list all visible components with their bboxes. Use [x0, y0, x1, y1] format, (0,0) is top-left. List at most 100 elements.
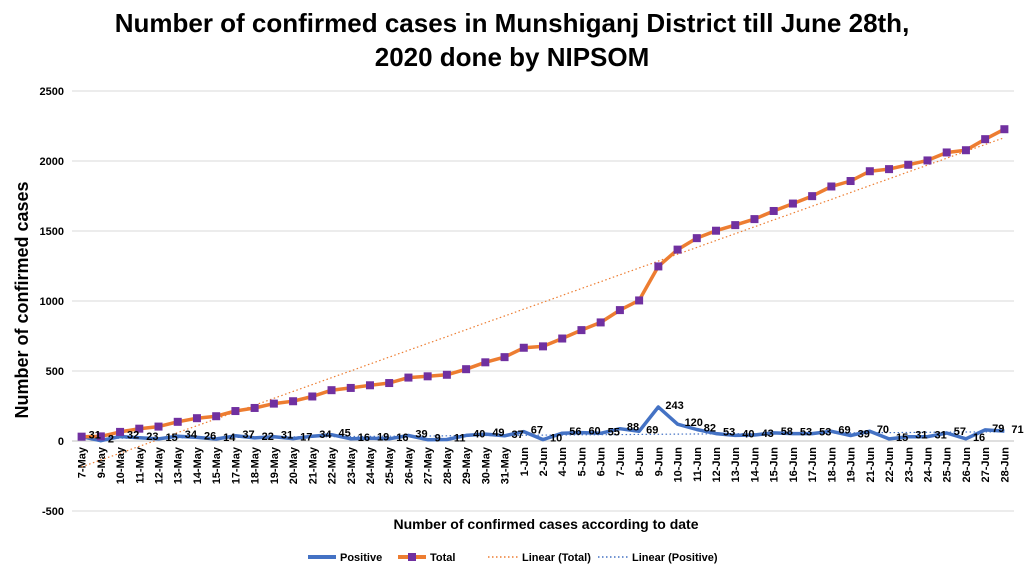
- legend-marker: [408, 553, 416, 561]
- data-label-positive: 32: [127, 430, 139, 442]
- data-point-total: [481, 358, 490, 367]
- x-tick-label: 31-May: [500, 446, 512, 484]
- y-tick-label: 0: [58, 436, 64, 448]
- data-point-total: [808, 192, 817, 201]
- series-line-total: [81, 127, 1006, 439]
- x-tick-label: 13-May: [173, 446, 185, 484]
- x-tick-label: 19-Jun: [846, 447, 858, 483]
- legend-item: Linear (Total): [522, 552, 591, 564]
- data-point-total: [712, 226, 721, 235]
- x-tick-label: 19-May: [269, 446, 281, 484]
- data-label-positive: 120: [685, 417, 703, 429]
- data-point-total: [577, 326, 586, 335]
- data-label-positive: 15: [166, 432, 178, 444]
- data-point-total: [788, 199, 797, 208]
- x-tick-label: 7-Jun: [615, 447, 627, 477]
- x-axis-ticks: 7-May 9-May 10-May 11-May 12-May 13-May 14-May…: [77, 446, 1012, 484]
- x-tick-label: 20-May: [288, 446, 300, 484]
- data-label-positive: 31: [934, 430, 946, 442]
- data-point-total: [904, 160, 913, 169]
- y-tick-label: -500: [42, 506, 64, 518]
- data-labels: 31 2 32 23 15 34 26 14 37 22 31 17 34 45 16 19 16 39 9 11 40…: [89, 400, 1024, 446]
- data-label-positive: 37: [512, 429, 524, 441]
- data-point-total: [231, 407, 240, 416]
- data-label-positive: 40: [473, 428, 485, 440]
- x-tick-label: 11-Jun: [692, 447, 704, 482]
- y-axis-ticks: -500 0 500 1000 1500 2000 2500: [40, 86, 64, 518]
- x-tick-label: 23-May: [346, 446, 358, 484]
- data-point-total: [289, 397, 298, 406]
- data-label-positive: 56: [569, 426, 581, 438]
- data-point-total: [827, 182, 836, 191]
- data-point-total: [981, 135, 990, 144]
- data-point-total: [865, 167, 874, 176]
- chart-title-line-2: 2020 done by NIPSOM: [374, 42, 650, 72]
- data-point-total: [942, 148, 951, 157]
- data-point-total: [539, 342, 547, 351]
- x-tick-label: 27-May: [423, 446, 435, 484]
- data-point-total: [462, 365, 471, 374]
- x-tick-label: 24-Jun: [922, 447, 934, 483]
- data-label-positive: 17: [300, 432, 312, 444]
- data-label-positive: 60: [588, 426, 600, 438]
- data-label-positive: 9: [435, 433, 441, 445]
- x-tick-label: 21-Jun: [865, 447, 877, 483]
- data-label-positive: 67: [531, 425, 543, 437]
- data-label-positive: 16: [396, 432, 408, 444]
- data-point-total: [635, 296, 644, 305]
- x-tick-label: 12-May: [154, 446, 166, 484]
- gridlines: [72, 90, 1014, 512]
- x-tick-label: 12-Jun: [711, 447, 723, 483]
- data-label-positive: 14: [223, 432, 236, 444]
- data-point-total: [692, 234, 701, 243]
- data-label-positive: 43: [761, 428, 773, 440]
- x-tick-label: 25-May: [384, 446, 396, 484]
- data-point-total: [116, 427, 125, 436]
- data-label-positive: 82: [704, 423, 716, 435]
- x-tick-label: 28-May: [442, 446, 454, 484]
- data-point-total: [750, 215, 759, 224]
- data-point-total: [269, 399, 278, 408]
- data-point-total: [961, 146, 970, 155]
- data-label-positive: 15: [896, 432, 908, 444]
- y-tick-label: 1000: [40, 296, 64, 308]
- chart-title-line-1: Number of confirmed cases in Munshiganj …: [114, 8, 910, 38]
- data-point-total: [673, 245, 682, 254]
- data-label-positive: 10: [550, 433, 562, 445]
- data-label-positive: 53: [723, 427, 735, 439]
- data-label-positive: 22: [262, 431, 274, 443]
- data-point-total: [769, 206, 778, 215]
- legend: Positive Total Linear (Total) Linear (Posit…: [308, 552, 718, 564]
- x-tick-label: 8-Jun: [634, 447, 646, 477]
- data-point-total: [212, 412, 221, 421]
- data-point-total: [96, 432, 105, 441]
- data-label-positive: 26: [204, 430, 216, 442]
- data-label-positive: 53: [819, 427, 831, 439]
- legend-item: Total: [430, 552, 455, 564]
- x-tick-label: 6-Jun: [596, 447, 608, 477]
- data-label-positive: 19: [377, 431, 389, 443]
- data-label-positive: 55: [608, 426, 620, 438]
- x-tick-label: 14-Jun: [749, 447, 761, 483]
- data-point-total: [308, 392, 317, 401]
- x-tick-label: 28-Jun: [999, 447, 1011, 483]
- data-label-positive: 69: [838, 424, 850, 436]
- x-tick-label: 30-May: [480, 446, 492, 484]
- data-label-positive: 40: [742, 428, 754, 440]
- legend-item: Linear (Positive): [632, 552, 718, 564]
- data-point-total: [500, 353, 509, 362]
- data-label-positive: 16: [358, 432, 370, 444]
- data-point-total: [423, 372, 432, 381]
- x-tick-label: 9-May: [96, 446, 108, 478]
- data-point-total: [365, 381, 374, 390]
- data-point-total: [192, 414, 201, 423]
- data-label-positive: 45: [339, 428, 351, 440]
- x-tick-label: 10-Jun: [673, 447, 685, 483]
- x-tick-label: 24-May: [365, 446, 377, 484]
- data-point-total: [885, 165, 894, 174]
- x-tick-label: 15-Jun: [769, 447, 781, 483]
- data-label-positive: 31: [89, 430, 101, 442]
- x-axis-title: Number of confirmed cases according to d…: [394, 516, 699, 532]
